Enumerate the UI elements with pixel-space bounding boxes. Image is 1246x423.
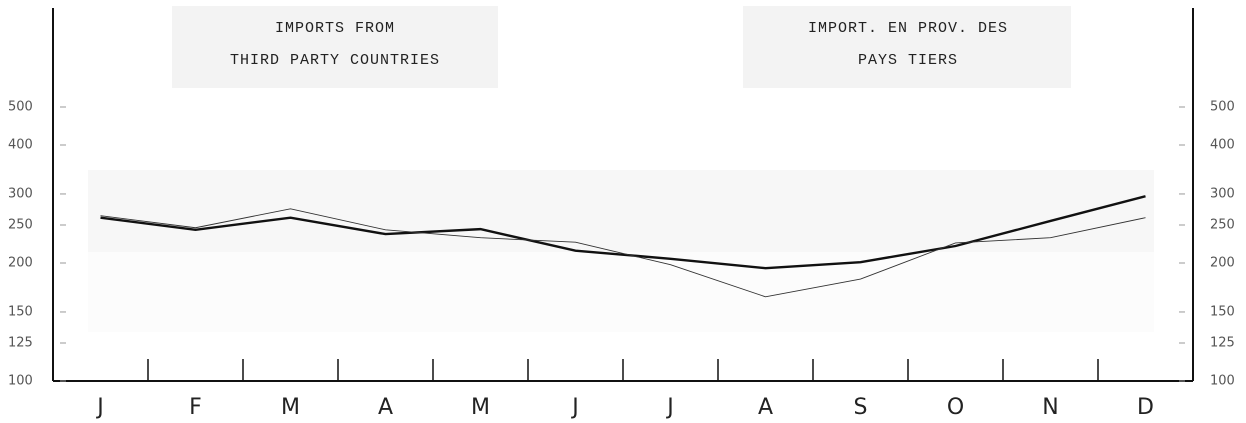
y-tick-label: 100 [1210,374,1235,389]
x-tick-label: J [95,395,104,420]
x-tick-label: A [758,395,773,420]
title-box [743,6,1071,88]
y-tick-label: 500 [1210,100,1235,115]
title-box [172,6,498,88]
y-tick-label: 300 [8,186,33,201]
y-tick-label: 250 [8,218,33,233]
x-tick-label: S [854,395,868,420]
y-tick-label: 300 [1210,186,1235,201]
band [88,252,1154,332]
y-tick-label: 400 [1210,137,1235,152]
chart-title: THIRD PARTY COUNTRIES [230,52,440,69]
data-line [100,208,1146,298]
chart-title: PAYS TIERS [858,52,958,69]
y-tick-label: 500 [8,100,33,115]
y-tick-label: 100 [8,374,33,389]
chart-title: IMPORT. EN PROV. DES [808,20,1008,37]
x-tick-label: J [665,395,674,420]
x-tick-label: M [281,395,300,420]
x-tick-label: O [947,395,964,420]
y-tick-label: 400 [8,137,33,152]
x-tick-label: A [378,395,393,420]
y-tick-label: 200 [1210,255,1235,270]
x-tick-label: F [189,395,202,420]
chart-title: IMPORTS FROM [275,20,395,37]
band [88,170,1154,252]
x-tick-label: M [471,395,490,420]
y-tick-label: 250 [1210,218,1235,233]
x-tick-label: N [1042,395,1058,420]
x-tick-label: D [1137,395,1154,420]
x-tick-label: J [570,395,579,420]
y-tick-label: 125 [8,336,33,351]
y-tick-label: 200 [8,255,33,270]
y-tick-label: 125 [1210,336,1235,351]
y-tick-label: 150 [8,304,33,319]
y-tick-label: 150 [1210,304,1235,319]
